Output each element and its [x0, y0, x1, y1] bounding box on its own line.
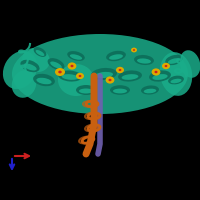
Ellipse shape [36, 78, 52, 84]
Ellipse shape [67, 51, 85, 61]
Ellipse shape [36, 50, 44, 56]
Ellipse shape [22, 48, 50, 72]
Ellipse shape [76, 85, 96, 95]
Ellipse shape [23, 63, 37, 71]
Ellipse shape [106, 76, 114, 84]
Ellipse shape [12, 70, 36, 98]
Ellipse shape [168, 76, 184, 84]
Ellipse shape [70, 65, 74, 67]
Ellipse shape [58, 71, 62, 73]
Ellipse shape [109, 54, 123, 60]
Ellipse shape [154, 71, 158, 73]
Ellipse shape [62, 74, 78, 80]
Ellipse shape [68, 62, 76, 70]
Ellipse shape [160, 52, 192, 96]
Ellipse shape [137, 58, 151, 64]
Ellipse shape [165, 55, 183, 65]
Ellipse shape [79, 88, 93, 93]
Ellipse shape [118, 70, 142, 82]
Ellipse shape [133, 49, 135, 51]
Ellipse shape [110, 85, 130, 95]
Ellipse shape [152, 68, 160, 76]
Ellipse shape [50, 62, 62, 68]
Ellipse shape [33, 74, 55, 86]
Ellipse shape [76, 73, 84, 79]
Ellipse shape [20, 60, 40, 72]
Ellipse shape [119, 69, 121, 71]
Ellipse shape [55, 68, 65, 76]
Ellipse shape [48, 58, 64, 70]
Ellipse shape [70, 54, 82, 60]
Ellipse shape [134, 55, 154, 65]
Ellipse shape [79, 75, 81, 77]
Ellipse shape [152, 74, 168, 80]
Ellipse shape [12, 34, 188, 114]
Ellipse shape [144, 89, 156, 93]
Ellipse shape [141, 85, 159, 95]
Ellipse shape [95, 72, 113, 78]
Ellipse shape [3, 51, 37, 89]
Ellipse shape [34, 47, 46, 57]
Ellipse shape [91, 68, 117, 80]
Ellipse shape [180, 50, 200, 78]
Ellipse shape [131, 48, 137, 52]
Ellipse shape [122, 74, 138, 80]
Ellipse shape [168, 58, 180, 64]
Ellipse shape [149, 70, 171, 82]
Ellipse shape [58, 70, 82, 82]
Ellipse shape [58, 64, 94, 96]
Ellipse shape [162, 63, 170, 69]
Ellipse shape [165, 65, 167, 67]
Ellipse shape [113, 89, 127, 93]
Ellipse shape [108, 79, 112, 81]
Ellipse shape [116, 67, 124, 73]
Ellipse shape [106, 51, 126, 61]
Ellipse shape [170, 79, 182, 83]
